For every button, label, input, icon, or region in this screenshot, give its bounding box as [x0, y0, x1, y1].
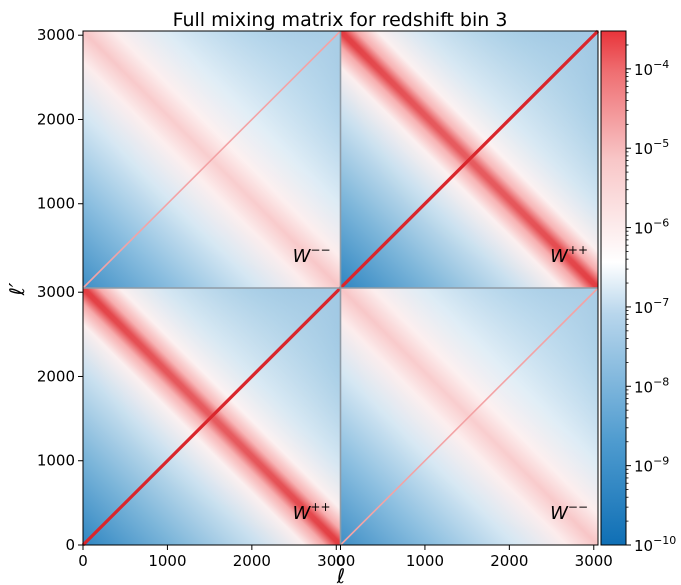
x-tick-label: 1000 — [148, 552, 186, 570]
colorbar-tick-label: 10−9 — [634, 455, 669, 476]
matrix-block-top-right — [339, 29, 600, 290]
block-diagonal — [81, 286, 342, 547]
x-tick-label: 2000 — [233, 552, 271, 570]
heatmap-area — [81, 29, 600, 547]
colorbar-gradient — [600, 30, 627, 546]
y-tick-label: 3000 — [37, 283, 75, 301]
x-axis-label: ℓ — [336, 564, 345, 585]
y-tick-label: 2000 — [37, 367, 75, 385]
y-tick-label: 1000 — [37, 195, 75, 213]
block-diagonal — [339, 287, 599, 546]
block-diagonal — [339, 29, 600, 290]
y-tick-label: 1000 — [37, 452, 75, 470]
block-label: W++ — [293, 500, 331, 524]
block-label: W−− — [293, 243, 331, 267]
colorbar-tick-label: 10−4 — [634, 58, 669, 79]
colorbar-tick-label: 10−10 — [634, 534, 676, 555]
colorbar-tick-label: 10−5 — [634, 137, 669, 158]
colorbar-tick-label: 10−8 — [634, 375, 669, 396]
y-tick-label: 3000 — [37, 26, 75, 44]
chart-title: Full mixing matrix for redshift bin 3 — [173, 9, 508, 31]
matrix-block-bottom-right — [339, 287, 599, 546]
block-diagonal — [82, 30, 342, 289]
colorbar: 10−4 10−5 10−6 10−7 10−8 10−9 10−10 — [600, 30, 676, 555]
x-tick-label: 0 — [78, 552, 88, 570]
matrix-block-top-left — [82, 30, 342, 289]
block-label: W−− — [550, 500, 588, 524]
colorbar-tick-label: 10−6 — [634, 217, 669, 238]
colorbar-tick-label: 10−7 — [634, 296, 669, 317]
x-tick-label: 3000 — [575, 552, 613, 570]
x-tick-label: 1000 — [406, 552, 444, 570]
x-tick-label: 2000 — [490, 552, 528, 570]
y-tick-label: 0 — [65, 536, 75, 554]
block-label: W++ — [550, 243, 588, 267]
x-tick-label: 0 — [336, 552, 346, 570]
matrix-block-bottom-left — [81, 286, 342, 547]
y-axis-label: ℓ′ — [5, 282, 29, 296]
x-tick-label: 3000 — [317, 552, 355, 570]
y-tick-label: 2000 — [37, 110, 75, 128]
